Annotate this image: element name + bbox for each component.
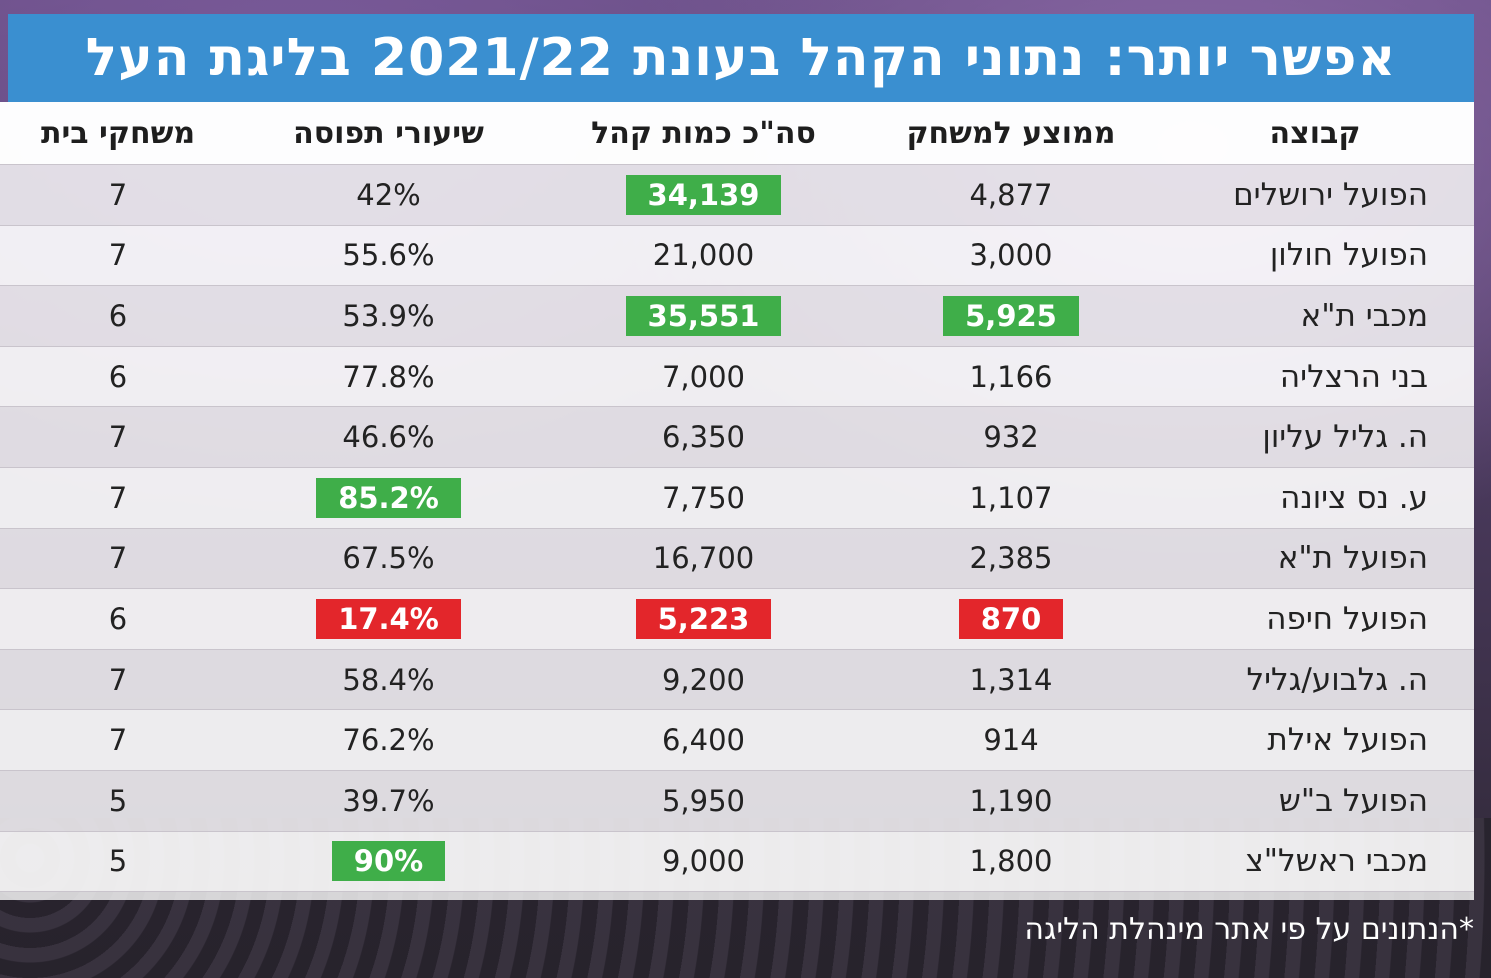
cell-total: 7,000 [541,346,866,408]
highlight-badge-red: 870 [958,598,1064,639]
footnote-text: *הנתונים על פי אתר מינהלת הליגה [1024,912,1474,947]
cell-average: 5,925 [866,285,1156,347]
cell-home-games: 7 [0,406,236,468]
cell-occupancy: 55.6% [236,225,541,287]
highlight-badge-red: 5,223 [635,598,772,639]
cell-home-games: 7 [0,225,236,287]
header-occupancy: שיעורי תפוסה [236,102,541,165]
table-row: הפועל ב"ש 1,190 5,950 39.7% 5 [0,770,1474,832]
cell-total: 6,350 [541,406,866,468]
cell-home-games: 6 [0,346,236,408]
table-row: מכבי ראשל"צ 1,800 9,000 90% 5 [0,831,1474,893]
cell-home-games: 5 [0,770,236,832]
attendance-table: קבוצה ממוצע למשחק סה"כ כמות קהל שיעורי ת… [0,102,1474,893]
cell-team: ה. גליל עליון [1156,406,1474,468]
cell-occupancy: 77.8% [236,346,541,408]
highlight-badge-red: 17.4% [316,598,461,639]
table-row: ע. נס ציונה 1,107 7,750 85.2% 7 [0,467,1474,529]
cell-total: 9,000 [541,831,866,893]
cell-average: 932 [866,406,1156,468]
cell-occupancy: 67.5% [236,528,541,590]
cell-team: הפועל ת"א [1156,528,1474,590]
cell-total: 21,000 [541,225,866,287]
cell-average: 914 [866,709,1156,771]
cell-team: הפועל ירושלים [1156,164,1474,226]
title-banner: אפשר יותר: נתוני הקהל בעונת 2021/22 בליג… [8,14,1474,102]
cell-average: 3,000 [866,225,1156,287]
cell-average: 4,877 [866,164,1156,226]
cell-occupancy: 58.4% [236,649,541,711]
highlight-badge-green: 90% [331,841,446,882]
cell-occupancy: 42% [236,164,541,226]
cell-home-games: 7 [0,467,236,529]
cell-occupancy: 53.9% [236,285,541,347]
cell-home-games: 5 [0,831,236,893]
cell-team: בני הרצליה [1156,346,1474,408]
table-row: הפועל ירושלים 4,877 34,139 42% 7 [0,164,1474,226]
cell-total: 35,551 [541,285,866,347]
cell-occupancy: 90% [236,831,541,893]
highlight-badge-green: 35,551 [625,295,782,336]
table-row: הפועל אילת 914 6,400 76.2% 7 [0,709,1474,771]
header-total: סה"כ כמות קהל [541,102,866,165]
cell-occupancy: 17.4% [236,588,541,650]
table-row: ה. גליל עליון 932 6,350 46.6% 7 [0,406,1474,468]
header-average: ממוצע למשחק [866,102,1156,165]
cell-total: 6,400 [541,709,866,771]
cell-average: 2,385 [866,528,1156,590]
cell-average: 1,314 [866,649,1156,711]
cell-home-games: 7 [0,649,236,711]
highlight-badge-green: 34,139 [625,174,782,215]
cell-occupancy: 85.2% [236,467,541,529]
cell-team: ה. גלבוע/גליל [1156,649,1474,711]
cell-average: 870 [866,588,1156,650]
cell-home-games: 7 [0,528,236,590]
cell-team: מכבי ראשל"צ [1156,831,1474,893]
cell-team: מכבי ת"א [1156,285,1474,347]
cell-average: 1,800 [866,831,1156,893]
table-row: בני הרצליה 1,166 7,000 77.8% 6 [0,346,1474,408]
header-team: קבוצה [1156,102,1474,165]
cell-occupancy: 46.6% [236,406,541,468]
highlight-badge-green: 85.2% [316,477,461,518]
cell-average: 1,166 [866,346,1156,408]
cell-average: 1,190 [866,770,1156,832]
cell-team: הפועל ב"ש [1156,770,1474,832]
cell-home-games: 7 [0,709,236,771]
page-title: אפשר יותר: נתוני הקהל בעונת 2021/22 בליג… [85,28,1397,88]
table-row: הפועל ת"א 2,385 16,700 67.5% 7 [0,528,1474,590]
header-home-games: משחקי בית [0,102,236,165]
cell-home-games: 7 [0,164,236,226]
cell-total: 9,200 [541,649,866,711]
table-header-row: קבוצה ממוצע למשחק סה"כ כמות קהל שיעורי ת… [0,102,1474,165]
table-row: מכבי ת"א 5,925 35,551 53.9% 6 [0,285,1474,347]
cell-total: 5,223 [541,588,866,650]
table-row: הפועל חולון 3,000 21,000 55.6% 7 [0,225,1474,287]
table-body: הפועל ירושלים 4,877 34,139 42% 7 הפועל חולון 3… [0,164,1474,893]
attendance-table-container: קבוצה ממוצע למשחק סה"כ כמות קהל שיעורי ת… [0,102,1474,900]
cell-team: הפועל חולון [1156,225,1474,287]
cell-team: הפועל אילת [1156,709,1474,771]
table-row: ה. גלבוע/גליל 1,314 9,200 58.4% 7 [0,649,1474,711]
cell-total: 16,700 [541,528,866,590]
cell-total: 7,750 [541,467,866,529]
cell-occupancy: 39.7% [236,770,541,832]
cell-team: הפועל חיפה [1156,588,1474,650]
footnote: *הנתונים על פי אתר מינהלת הליגה [0,900,1474,960]
cell-total: 5,950 [541,770,866,832]
highlight-badge-green: 5,925 [943,295,1079,336]
cell-total: 34,139 [541,164,866,226]
table-row: הפועל חיפה 870 5,223 17.4% 6 [0,588,1474,650]
cell-home-games: 6 [0,588,236,650]
cell-team: ע. נס ציונה [1156,467,1474,529]
cell-occupancy: 76.2% [236,709,541,771]
cell-home-games: 6 [0,285,236,347]
cell-average: 1,107 [866,467,1156,529]
